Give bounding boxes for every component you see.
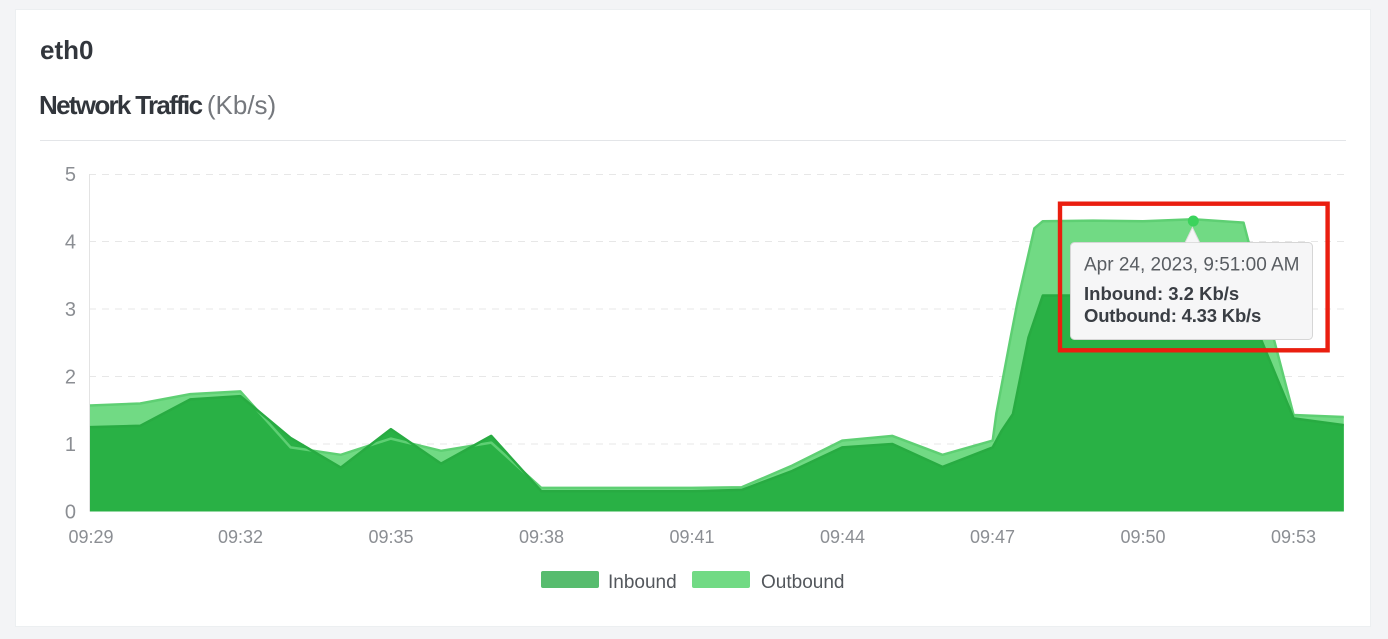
- svg-text:Inbound: 3.2 Kb/s: Inbound: 3.2 Kb/s: [1084, 283, 1239, 304]
- svg-text:09:41: 09:41: [669, 527, 714, 547]
- svg-text:3: 3: [65, 299, 76, 321]
- svg-text:Apr 24, 2023, 9:51:00 AM: Apr 24, 2023, 9:51:00 AM: [1084, 255, 1300, 276]
- svg-text:09:47: 09:47: [970, 527, 1015, 547]
- svg-text:09:53: 09:53: [1271, 527, 1316, 547]
- svg-text:5: 5: [65, 164, 76, 186]
- svg-text:09:50: 09:50: [1120, 527, 1165, 547]
- svg-text:2: 2: [65, 367, 76, 389]
- svg-text:09:35: 09:35: [368, 527, 413, 547]
- svg-text:09:32: 09:32: [218, 527, 263, 547]
- svg-text:09:44: 09:44: [820, 527, 865, 547]
- svg-text:Inbound: Inbound: [608, 572, 677, 593]
- svg-text:09:29: 09:29: [68, 527, 113, 547]
- svg-text:09:38: 09:38: [519, 527, 564, 547]
- svg-text:0: 0: [65, 502, 76, 524]
- svg-text:Outbound: Outbound: [761, 572, 844, 593]
- svg-text:1: 1: [65, 434, 76, 456]
- svg-text:Outbound: 4.33 Kb/s: Outbound: 4.33 Kb/s: [1084, 305, 1261, 326]
- svg-text:4: 4: [65, 232, 76, 254]
